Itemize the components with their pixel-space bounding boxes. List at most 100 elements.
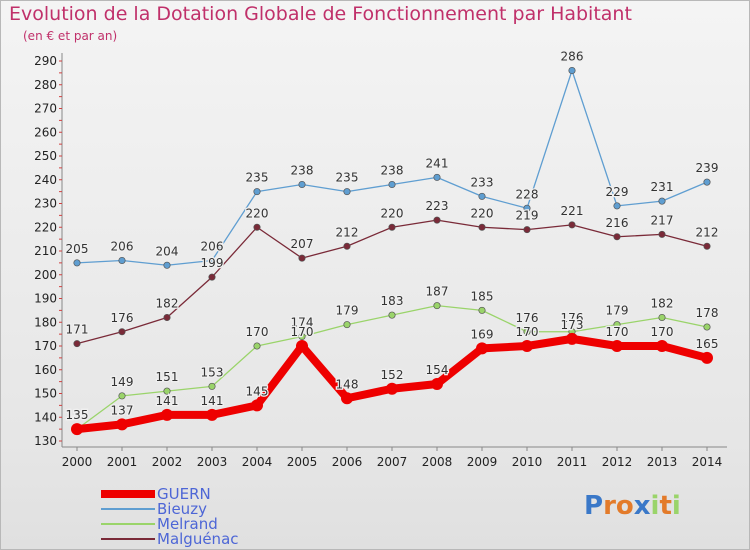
data-point [386, 382, 398, 395]
data-point [163, 387, 171, 395]
y-tick-label: 260 [34, 125, 57, 139]
y-tick-label: 270 [34, 102, 57, 116]
data-point [523, 226, 531, 234]
data-point [521, 340, 533, 352]
x-tick-label: 2002 [152, 455, 183, 469]
data-point [658, 230, 666, 238]
data-label: 187 [426, 285, 449, 299]
data-label: 239 [696, 161, 719, 175]
data-label: 228 [516, 187, 539, 201]
data-label: 152 [381, 368, 404, 382]
data-point [658, 313, 666, 322]
series-bieuzy [73, 66, 711, 269]
data-label: 220 [471, 206, 494, 220]
x-tick-label: 2009 [467, 455, 498, 469]
data-point [253, 342, 261, 350]
data-label: 135 [66, 408, 89, 422]
series-guern [71, 332, 713, 436]
data-labels: 205 206 204 206 235 238 235 238 241 233 228 286 229 2… [64, 48, 719, 423]
data-label: 223 [426, 199, 449, 213]
data-label: 229 [606, 185, 629, 199]
data-point [163, 261, 171, 269]
legend-label: Bieuzy [157, 500, 207, 518]
y-tick-label: 150 [34, 387, 57, 401]
data-point [253, 188, 261, 196]
data-label: 173 [561, 318, 584, 332]
data-label: 149 [111, 375, 134, 389]
data-label: 170 [606, 325, 629, 339]
data-point [118, 392, 126, 400]
data-label: 204 [156, 244, 179, 258]
x-tick-label: 2005 [287, 455, 318, 469]
data-label: 174 [291, 316, 314, 330]
data-point [73, 259, 81, 267]
data-point [656, 340, 668, 352]
data-point [703, 323, 711, 331]
x-tick-label: 2008 [422, 455, 453, 469]
data-label: 221 [561, 204, 584, 218]
data-point [433, 173, 441, 181]
data-label: 141 [201, 394, 224, 408]
data-label: 176 [561, 311, 584, 325]
data-label: 170 [246, 325, 269, 339]
data-point [208, 256, 216, 265]
data-point [658, 197, 666, 205]
y-tick-label: 200 [34, 268, 57, 282]
data-label: 199 [201, 256, 224, 270]
data-label: 233 [471, 175, 494, 189]
data-label: 165 [696, 337, 719, 351]
data-point [703, 178, 711, 186]
data-label: 179 [336, 304, 359, 318]
data-label: 135 [66, 408, 89, 422]
data-point [433, 302, 441, 310]
y-tick-label: 220 [34, 220, 57, 234]
legend-label: Malguénac [157, 530, 239, 548]
legend-swatch [101, 490, 155, 498]
data-label: 151 [156, 370, 179, 384]
y-tick-label: 250 [34, 149, 57, 163]
data-label: 176 [516, 311, 539, 325]
data-label: 207 [291, 237, 314, 251]
x-tick-label: 2000 [62, 455, 93, 469]
data-label: 286 [561, 50, 584, 64]
data-label: 206 [111, 240, 134, 254]
data-point [566, 332, 578, 345]
chart-subtitle: (en € et par an) [23, 29, 118, 43]
chart-title: Evolution de la Dotation Globale de Fonc… [9, 3, 632, 25]
data-label: 178 [696, 306, 719, 320]
data-label: 137 [111, 403, 134, 417]
data-point [251, 399, 263, 412]
data-point [161, 408, 173, 421]
data-point [613, 202, 621, 210]
data-label: 182 [651, 297, 674, 311]
data-point [568, 221, 576, 229]
data-label: 183 [381, 294, 404, 308]
data-point [296, 340, 308, 352]
data-label: 238 [291, 164, 314, 178]
x-tick-label: 2014 [692, 455, 723, 469]
data-point [388, 223, 396, 231]
y-tick-label: 280 [34, 78, 57, 92]
legend-swatch [101, 538, 155, 540]
data-label: 220 [381, 206, 404, 220]
data-point [116, 418, 128, 431]
data-label: 212 [696, 225, 719, 239]
data-point [478, 223, 486, 231]
data-label: 170 [651, 325, 674, 339]
data-point [613, 321, 621, 329]
data-label: 206 [201, 240, 224, 254]
data-point [523, 328, 531, 336]
x-tick-label: 2011 [557, 455, 588, 469]
data-point [73, 340, 81, 348]
series-malguenac [73, 216, 711, 348]
data-label: 235 [336, 171, 359, 185]
y-tick-label: 190 [34, 292, 57, 306]
data-label: 170 [516, 325, 539, 339]
data-label: 169 [471, 327, 494, 341]
y-tick-label: 140 [34, 410, 57, 424]
data-point [118, 328, 126, 336]
data-label: 241 [426, 156, 449, 170]
data-label: 179 [606, 304, 629, 318]
data-point [71, 423, 83, 436]
